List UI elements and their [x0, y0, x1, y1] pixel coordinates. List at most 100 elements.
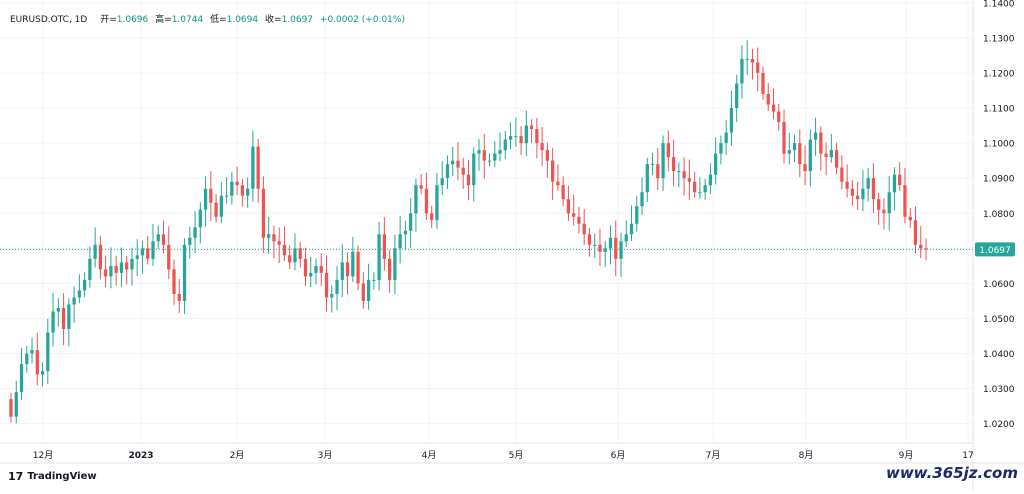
candle: [803, 145, 807, 186]
candle-body: [114, 265, 118, 273]
candle-body: [156, 234, 160, 242]
candle-body: [46, 332, 50, 372]
candle-body: [698, 192, 702, 194]
candle: [840, 155, 844, 190]
candle: [466, 159, 471, 201]
candle: [335, 266, 339, 311]
candle-body: [451, 160, 455, 165]
candle: [671, 139, 676, 187]
candle-body: [603, 248, 607, 252]
tradingview-logo-icon: 17: [8, 470, 24, 483]
candle: [472, 147, 476, 202]
candle: [882, 198, 886, 230]
candle-body: [424, 188, 429, 214]
candle: [514, 117, 518, 147]
candle-body: [277, 241, 281, 245]
candle: [314, 258, 318, 285]
candle-body: [493, 153, 497, 161]
candle-body: [203, 188, 208, 210]
candle: [866, 168, 870, 202]
candle: [30, 337, 34, 364]
candle-body: [303, 258, 308, 277]
candle: [566, 185, 571, 221]
candle-body: [293, 248, 297, 263]
candle-body: [345, 262, 350, 277]
candle-body: [887, 192, 891, 214]
candle: [708, 163, 713, 194]
candle: [735, 74, 739, 123]
candle-body: [93, 244, 97, 259]
candle: [498, 132, 502, 162]
candle-body: [130, 258, 134, 270]
candle: [251, 130, 255, 202]
candle: [393, 234, 397, 294]
y-tick-label: 1.0900: [983, 175, 1015, 185]
y-tick-label: 1.1200: [983, 69, 1015, 79]
candle-body: [819, 132, 823, 154]
candle: [577, 206, 581, 234]
candle: [456, 142, 460, 181]
candle: [72, 286, 76, 323]
candle: [172, 259, 176, 305]
candle: [293, 233, 297, 271]
candle-body: [703, 185, 707, 193]
candle: [871, 163, 876, 214]
candle: [913, 206, 918, 254]
high-value: 1.0744: [171, 15, 204, 25]
candle: [424, 172, 429, 220]
y-tick-label: 1.1100: [983, 105, 1015, 115]
candle-body: [708, 174, 713, 186]
candle-body: [850, 188, 855, 196]
candle-body: [677, 171, 681, 173]
candle-body: [377, 234, 381, 280]
candle-body: [813, 132, 818, 140]
candle: [640, 177, 644, 216]
candle-body: [314, 265, 318, 273]
candle: [919, 226, 923, 259]
candle-body: [829, 150, 833, 158]
candle-body: [587, 234, 592, 245]
candle: [61, 293, 66, 346]
candle: [161, 220, 166, 254]
candle: [319, 253, 323, 286]
candle-body: [430, 213, 434, 221]
candle-body: [104, 269, 108, 277]
candle-body: [777, 111, 781, 123]
candle: [771, 88, 776, 120]
candle-body: [519, 136, 523, 144]
candle-body: [288, 255, 292, 263]
candle-body: [324, 272, 329, 298]
candle-body: [871, 178, 876, 200]
candle: [619, 232, 623, 278]
candle: [551, 148, 555, 200]
candle-body: [729, 108, 734, 133]
candle-body: [387, 258, 392, 280]
candle-body: [750, 58, 755, 63]
candle: [330, 285, 334, 313]
candle: [40, 362, 45, 387]
candle: [67, 298, 71, 347]
candle: [277, 227, 281, 264]
candle-body: [924, 248, 928, 250]
candle-body: [593, 244, 597, 246]
candle-body: [198, 209, 202, 228]
candle: [724, 120, 728, 156]
candle-body: [356, 251, 360, 284]
candle-body: [140, 248, 145, 256]
candle: [524, 110, 528, 157]
candle: [445, 155, 450, 190]
candle: [740, 45, 744, 99]
candle: [529, 119, 534, 144]
plot-area: [0, 0, 973, 443]
candle-body: [582, 223, 586, 235]
low-value: 1.0694: [226, 15, 259, 25]
candle: [340, 243, 344, 298]
candle-body: [177, 293, 181, 301]
tradingview-brand[interactable]: 17 TradingView: [8, 470, 97, 483]
candle-body: [403, 230, 408, 235]
candle: [856, 182, 860, 211]
candle-body: [77, 290, 81, 298]
x-tick-label: 7月: [706, 450, 721, 461]
